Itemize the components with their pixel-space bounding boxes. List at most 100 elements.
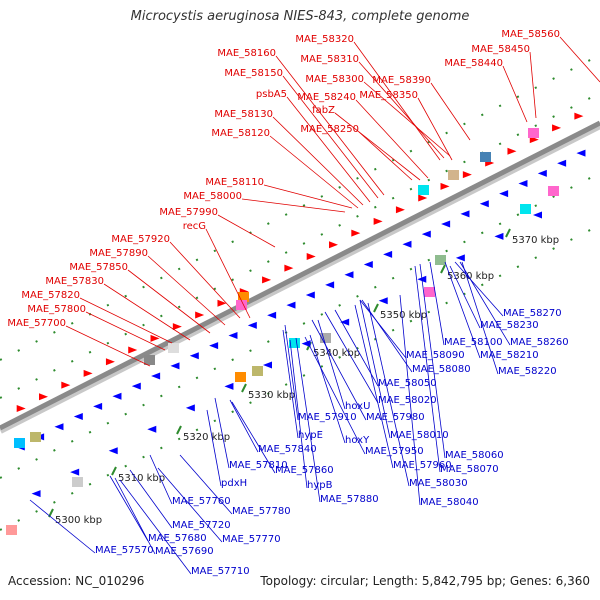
reverse-feature-arrow [325,281,335,289]
gene-label: MAE_58390 [372,75,431,86]
leader-line [444,261,481,359]
leader-line [229,399,259,453]
forward-feature-arrow [574,112,584,120]
reverse-feature-arrow [286,301,296,309]
leader-line [354,304,394,469]
tick-label: 5330 kbp [248,390,295,401]
reverse-gene-label: MAE_58070 [414,265,499,475]
gene-label: MAE_57860 [275,465,334,476]
forward-guide-inner [0,92,600,399]
reverse-feature-arrow [108,447,118,455]
gene-label: hypB [307,480,333,491]
gene-label: MAE_58000 [183,191,242,202]
leader-line [269,135,359,209]
forward-feature-arrow [262,276,272,284]
forward-feature-arrow [507,147,517,155]
forward-feature-arrow [440,182,450,190]
leader-line [284,324,299,421]
forward-feature-arrow [462,171,472,179]
leader-line [289,339,308,489]
leader-line [127,269,211,334]
reverse-feature-arrow [479,200,489,208]
gene-label: MAE_57780 [232,506,291,517]
reverse-gene-label: MAE_58230 [449,265,539,331]
reverse-feature-arrow [189,352,199,360]
reverse-gene-label: MAE_57910 [284,324,357,423]
leader-line [358,131,413,181]
forward-feature-arrow [16,404,26,412]
gene-label: MAE_57820 [21,290,80,301]
forward-gene-label: MAE_58440 [444,58,528,123]
reverse-feature-arrow [557,159,567,167]
accession-text: Accession: NC_010296 [8,574,145,588]
forward-feature-arrow [217,299,227,307]
tick-label: 5360 kbp [447,271,494,282]
forward-gene-label: MAE_58120 [211,128,359,209]
feature-box [480,152,491,162]
forward-gene-label: MAE_58560 [501,29,600,83]
reverse-gene-label: MAE_57840 [229,399,317,455]
forward-feature-arrow [61,381,71,389]
gene-label: MAE_58060 [445,450,504,461]
gene-label: MAE_58440 [444,58,503,69]
reverse-feature-arrow [73,413,83,421]
forward-gene-label: MAE_58300 [305,74,451,157]
tick-mark [241,383,247,393]
reverse-gene-label: MAE_58040 [399,294,479,508]
leader-line [367,302,410,487]
tick-label: 5320 kbp [183,432,230,443]
gene-label: MAE_57840 [258,444,317,455]
reverse-gene-label: hypB [289,339,333,491]
reverse-gene-label: pdxH [206,409,247,489]
gene-label: pdxH [221,478,247,489]
tick-label: 5370 kbp [512,235,559,246]
forward-feature-arrow [83,369,93,377]
leader-line [85,311,166,351]
forward-feature-arrow [306,252,316,260]
reverse-feature-arrow [340,318,350,326]
forward-gene-label: MAE_58110 [205,177,353,209]
gene-label: MAE_58350 [359,90,418,101]
forward-feature-arrow [150,334,160,342]
reverse-feature-arrow [537,169,547,177]
feature-box [528,128,539,138]
reverse-feature-arrow [112,392,122,400]
forward-gene-label: fabZ [312,105,421,181]
gene-label: MAE_58090 [406,350,465,361]
forward-gene-label: MAE_58310 [300,54,445,159]
gene-label: MAE_57720 [172,520,231,531]
leader-line [157,467,223,543]
reverse-gene-label: MAE_58090 [359,299,465,361]
forward-feature-arrow [128,346,138,354]
leader-line [129,469,173,529]
leader-line [263,184,353,209]
gene-label: MAE_57570 [95,545,154,556]
gene-label: MAE_57920 [111,234,170,245]
forward-gene-label: MAE_58000 [183,191,346,213]
reverse-feature-arrow [576,149,586,157]
leader-line [282,329,299,439]
reverse-gene-label: hoxY [309,334,370,446]
forward-gene-label: MAE_57700 [7,318,151,367]
leader-line [449,265,481,329]
leader-line [311,319,367,421]
reverse-gene-label: MAE_57880 [295,337,379,505]
tick-mark [111,466,117,476]
gene-label: psbA5 [256,89,287,100]
reverse-feature-arrow [533,211,542,219]
gene-label: hoxY [345,435,370,446]
gene-label: MAE_58220 [498,366,557,377]
forward-feature-arrow [329,241,338,249]
forward-feature-arrow [172,323,182,331]
forward-feature-arrow [195,311,205,319]
reverse-gene-label: MAE_58220 [461,261,557,377]
gene-label: MAE_58110 [205,177,264,188]
forward-feature-arrow [284,264,294,272]
gene-label: MAE_58120 [211,128,270,139]
reverse-feature-arrow [460,210,470,218]
feature-box [14,438,25,448]
reverse-feature-arrow [378,297,388,305]
reverse-feature-arrow [224,382,234,390]
reverse-feature-arrow [247,321,257,329]
